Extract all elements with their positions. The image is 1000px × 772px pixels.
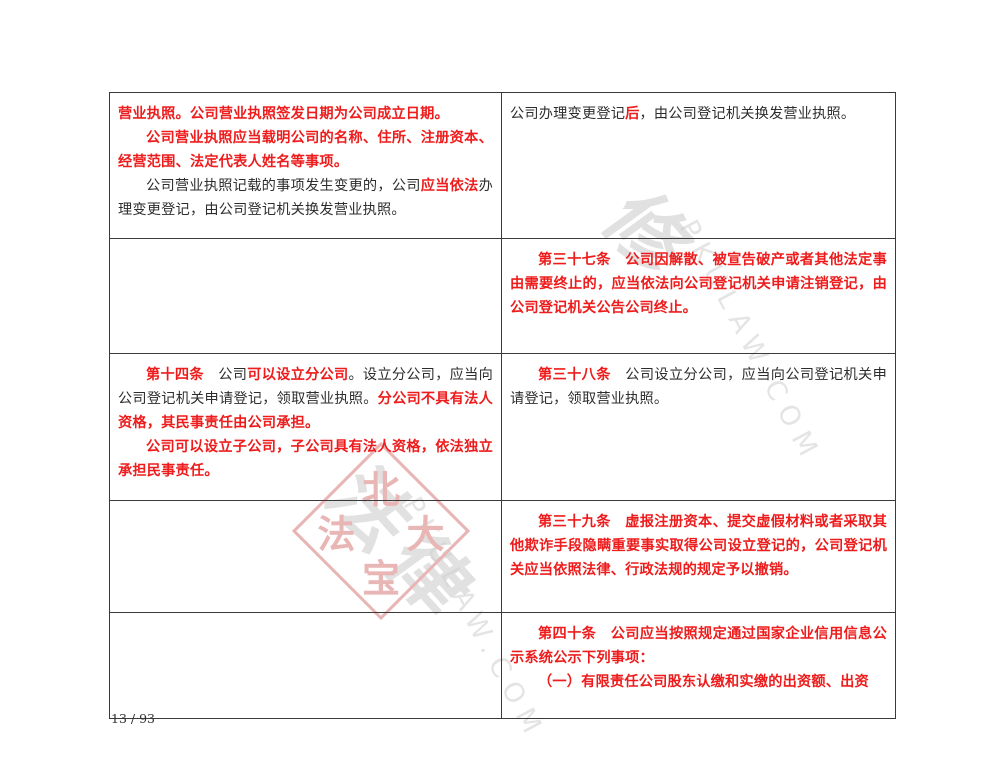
amended-text: 公司可以设立子公司，子公司具有法人资格，依法独立承担民事责任。 bbox=[118, 439, 493, 479]
cell-text: 第三十八条 公司设立分公司，应当向公司登记机关申请登记，领取营业执照。 bbox=[510, 363, 887, 411]
paragraph: 第三十八条 公司设立分公司，应当向公司登记机关申请登记，领取营业执照。 bbox=[510, 363, 887, 411]
paragraph: 公司办理变更登记后，由公司登记机关换发营业执照。 bbox=[510, 102, 887, 126]
table-row: 第十四条 公司可以设立分公司。设立分公司，应当向公司登记机关申请登记，领取营业执… bbox=[109, 353, 896, 501]
paragraph: 公司营业执照记载的事项发生变更的，公司应当依法办理变更登记，由公司登记机关换发营… bbox=[118, 174, 493, 222]
original-text: 公司设立分公司，应当向公司登记机关申请登记，领取营业执照。 bbox=[510, 367, 887, 407]
paragraph: 公司可以设立子公司，子公司具有法人资格，依法独立承担民事责任。 bbox=[118, 435, 493, 483]
table-row: 第四十条 公司应当按照规定通过国家企业信用信息公示系统公示下列事项： （一）有限责… bbox=[109, 612, 896, 719]
table-cell-right: 第三十八条 公司设立分公司，应当向公司登记机关申请登记，领取营业执照。 bbox=[501, 353, 896, 501]
table-cell-left: 第十四条 公司可以设立分公司。设立分公司，应当向公司登记机关申请登记，领取营业执… bbox=[109, 353, 502, 501]
law-comparison-table: 营业执照。公司营业执照签发日期为公司成立日期。公司营业执照应当载明公司的名称、住… bbox=[109, 92, 896, 719]
amended-text: 分公司不具有法人资格，其民事责任由公司承担。 bbox=[118, 391, 493, 431]
cell-text: 第三十七条 公司因解散、被宣告破产或者其他法定事由需要终止的，应当依法向公司登记… bbox=[510, 248, 887, 320]
table-row: 第三十九条 虚报注册资本、提交虚假材料或者采取其他欺诈手段隐瞒重要事实取得公司设… bbox=[109, 500, 896, 613]
table-cell-left bbox=[109, 238, 502, 354]
table-cell-left: 营业执照。公司营业执照签发日期为公司成立日期。公司营业执照应当载明公司的名称、住… bbox=[109, 92, 502, 239]
table-cell-right: 公司办理变更登记后，由公司登记机关换发营业执照。 bbox=[501, 92, 896, 239]
paragraph: （一）有限责任公司股东认缴和实缴的出资额、出资 bbox=[510, 670, 887, 694]
paragraph: 营业执照。公司营业执照签发日期为公司成立日期。 bbox=[118, 102, 493, 126]
original-text: ，由公司登记机关换发营业执照。 bbox=[639, 106, 856, 122]
paragraph: 第十四条 公司可以设立分公司。设立分公司，应当向公司登记机关申请登记，领取营业执… bbox=[118, 363, 493, 435]
paragraph: 公司营业执照应当载明公司的名称、住所、注册资本、经营范围、法定代表人姓名等事项。 bbox=[118, 126, 493, 174]
original-text: 公司 bbox=[203, 367, 248, 383]
original-text: 公司办理变更登记 bbox=[510, 106, 626, 122]
table-cell-right: 第三十九条 虚报注册资本、提交虚假材料或者采取其他欺诈手段隐瞒重要事实取得公司设… bbox=[501, 500, 896, 613]
page-number: 13 / 93 bbox=[111, 711, 155, 726]
cell-text: 第三十九条 虚报注册资本、提交虚假材料或者采取其他欺诈手段隐瞒重要事实取得公司设… bbox=[510, 510, 887, 582]
table-row: 第三十七条 公司因解散、被宣告破产或者其他法定事由需要终止的，应当依法向公司登记… bbox=[109, 238, 896, 354]
amended-text: 公司营业执照应当载明公司的名称、住所、注册资本、经营范围、法定代表人姓名等事项。 bbox=[118, 130, 493, 170]
amended-text: 虚报注册资本、提交虚假材料或者采取其他欺诈手段隐瞒重要事实取得公司设立登记的，公… bbox=[510, 514, 887, 578]
paragraph: 第三十九条 虚报注册资本、提交虚假材料或者采取其他欺诈手段隐瞒重要事实取得公司设… bbox=[510, 510, 887, 582]
amended-text: 第三十八条 bbox=[538, 367, 611, 383]
amended-text: 第十四条 bbox=[146, 367, 204, 383]
amended-text: 应当依法 bbox=[420, 178, 479, 194]
amended-text: 第三十七条 bbox=[538, 252, 611, 268]
amended-text: 可以设立分公司 bbox=[247, 367, 349, 383]
table-cell-right: 第三十七条 公司因解散、被宣告破产或者其他法定事由需要终止的，应当依法向公司登记… bbox=[501, 238, 896, 354]
amended-text: 第四十条 bbox=[538, 626, 597, 642]
amended-text: 第三十九条 bbox=[538, 514, 611, 530]
cell-text: 营业执照。公司营业执照签发日期为公司成立日期。公司营业执照应当载明公司的名称、住… bbox=[118, 102, 493, 222]
table-cell-left bbox=[109, 612, 502, 719]
amended-text: （一）有限责任公司股东认缴和实缴的出资额、出资 bbox=[538, 674, 869, 690]
table-row: 营业执照。公司营业执照签发日期为公司成立日期。公司营业执照应当载明公司的名称、住… bbox=[109, 92, 896, 239]
amended-text: 公司应当按照规定通过国家企业信用信息公示系统公示下列事项： bbox=[510, 626, 887, 666]
table-cell-left bbox=[109, 500, 502, 613]
amended-text: 营业执照。公司营业执照签发日期为公司成立日期。 bbox=[118, 106, 449, 122]
table-cell-right: 第四十条 公司应当按照规定通过国家企业信用信息公示系统公示下列事项： （一）有限责… bbox=[501, 612, 896, 719]
original-text: 。设立分公司，应当向公司登记机关申请登记，领取营业执照。 bbox=[118, 367, 493, 407]
original-text: 办理变更登记，由公司登记机关换发营业执照。 bbox=[118, 178, 493, 218]
cell-text: 公司办理变更登记后，由公司登记机关换发营业执照。 bbox=[510, 102, 887, 126]
amended-text: 公司因解散、被宣告破产或者其他法定事由需要终止的，应当依法向公司登记机关申请注销… bbox=[510, 252, 887, 316]
paragraph: 第四十条 公司应当按照规定通过国家企业信用信息公示系统公示下列事项： bbox=[510, 622, 887, 670]
cell-text: 第四十条 公司应当按照规定通过国家企业信用信息公示系统公示下列事项： （一）有限责… bbox=[510, 622, 887, 694]
original-text: 公司营业执照记载的事项发生变更的，公司 bbox=[146, 178, 421, 194]
paragraph: 第三十七条 公司因解散、被宣告破产或者其他法定事由需要终止的，应当依法向公司登记… bbox=[510, 248, 887, 320]
cell-text: 第十四条 公司可以设立分公司。设立分公司，应当向公司登记机关申请登记，领取营业执… bbox=[118, 363, 493, 483]
amended-text: 后 bbox=[625, 106, 640, 122]
